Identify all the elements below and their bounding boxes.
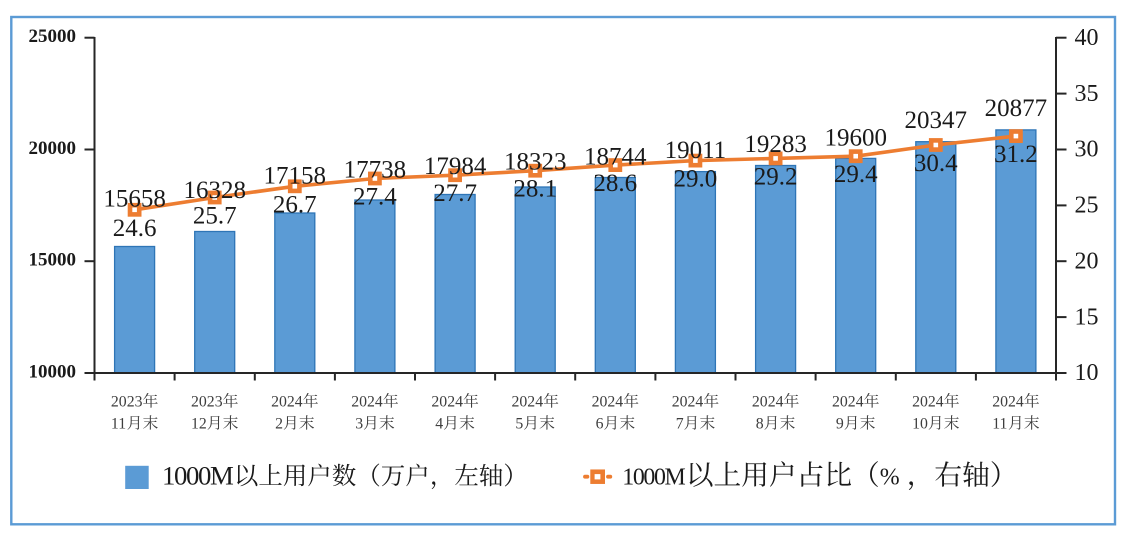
svg-text:17984: 17984 bbox=[424, 153, 487, 180]
svg-text:2023: 2023 bbox=[111, 394, 143, 411]
svg-text:40: 40 bbox=[1075, 25, 1099, 51]
svg-text:19011: 19011 bbox=[665, 137, 727, 164]
svg-text:17158: 17158 bbox=[264, 163, 327, 190]
svg-text:7: 7 bbox=[676, 416, 684, 433]
svg-text:11: 11 bbox=[992, 416, 1007, 433]
svg-text:1000M: 1000M bbox=[162, 460, 234, 490]
svg-text:10: 10 bbox=[912, 416, 928, 433]
svg-text:25.7: 25.7 bbox=[193, 203, 237, 230]
svg-text:25: 25 bbox=[1075, 193, 1099, 219]
svg-text:2024: 2024 bbox=[431, 394, 463, 411]
svg-text:11: 11 bbox=[111, 416, 126, 433]
svg-text:19600: 19600 bbox=[824, 125, 887, 152]
svg-text:15658: 15658 bbox=[103, 186, 166, 213]
svg-text:2024: 2024 bbox=[992, 394, 1024, 411]
svg-text:4: 4 bbox=[435, 416, 443, 433]
svg-text:2024: 2024 bbox=[271, 394, 303, 411]
svg-text:19283: 19283 bbox=[744, 131, 807, 158]
svg-text:29.4: 29.4 bbox=[834, 161, 878, 188]
svg-text:15000: 15000 bbox=[29, 250, 77, 271]
svg-text:3: 3 bbox=[355, 416, 363, 433]
svg-text:29.0: 29.0 bbox=[674, 166, 718, 193]
svg-text:29.2: 29.2 bbox=[754, 163, 798, 190]
svg-text:2024: 2024 bbox=[832, 394, 864, 411]
svg-text:20347: 20347 bbox=[905, 107, 968, 134]
svg-text:6: 6 bbox=[596, 416, 604, 433]
svg-text:10000: 10000 bbox=[29, 361, 77, 382]
svg-text:2024: 2024 bbox=[672, 394, 704, 411]
svg-text:9: 9 bbox=[836, 416, 844, 433]
svg-text:10: 10 bbox=[1075, 360, 1099, 386]
svg-text:8: 8 bbox=[756, 416, 764, 433]
svg-text:17738: 17738 bbox=[344, 157, 407, 184]
svg-text:16328: 16328 bbox=[183, 177, 246, 204]
svg-text:2024: 2024 bbox=[351, 394, 383, 411]
svg-text:5: 5 bbox=[515, 416, 523, 433]
svg-text:2024: 2024 bbox=[512, 394, 544, 411]
svg-text:12: 12 bbox=[191, 416, 207, 433]
svg-text:31.2: 31.2 bbox=[994, 141, 1038, 168]
svg-text:2023: 2023 bbox=[191, 394, 223, 411]
svg-text:20000: 20000 bbox=[29, 138, 77, 159]
svg-text:15: 15 bbox=[1075, 304, 1099, 330]
svg-text:1000M: 1000M bbox=[622, 465, 686, 491]
svg-text:27.7: 27.7 bbox=[433, 180, 477, 207]
svg-text:2: 2 bbox=[275, 416, 283, 433]
svg-text:27.4: 27.4 bbox=[353, 184, 397, 211]
svg-text:2024: 2024 bbox=[752, 394, 784, 411]
svg-text:28.1: 28.1 bbox=[513, 176, 557, 203]
svg-text:30.4: 30.4 bbox=[914, 150, 958, 177]
svg-text:30: 30 bbox=[1075, 137, 1099, 163]
svg-text:18744: 18744 bbox=[584, 144, 647, 171]
svg-text:20: 20 bbox=[1075, 248, 1099, 274]
svg-text:18323: 18323 bbox=[504, 149, 567, 176]
svg-text:24.6: 24.6 bbox=[113, 215, 157, 242]
svg-text:35: 35 bbox=[1075, 81, 1099, 107]
svg-text:%: % bbox=[880, 465, 900, 491]
svg-text:25000: 25000 bbox=[29, 26, 77, 47]
svg-text:2024: 2024 bbox=[912, 394, 944, 411]
svg-text:20877: 20877 bbox=[985, 95, 1048, 122]
svg-text:26.7: 26.7 bbox=[273, 191, 317, 218]
svg-text:2024: 2024 bbox=[592, 394, 624, 411]
svg-text:28.6: 28.6 bbox=[593, 170, 637, 197]
